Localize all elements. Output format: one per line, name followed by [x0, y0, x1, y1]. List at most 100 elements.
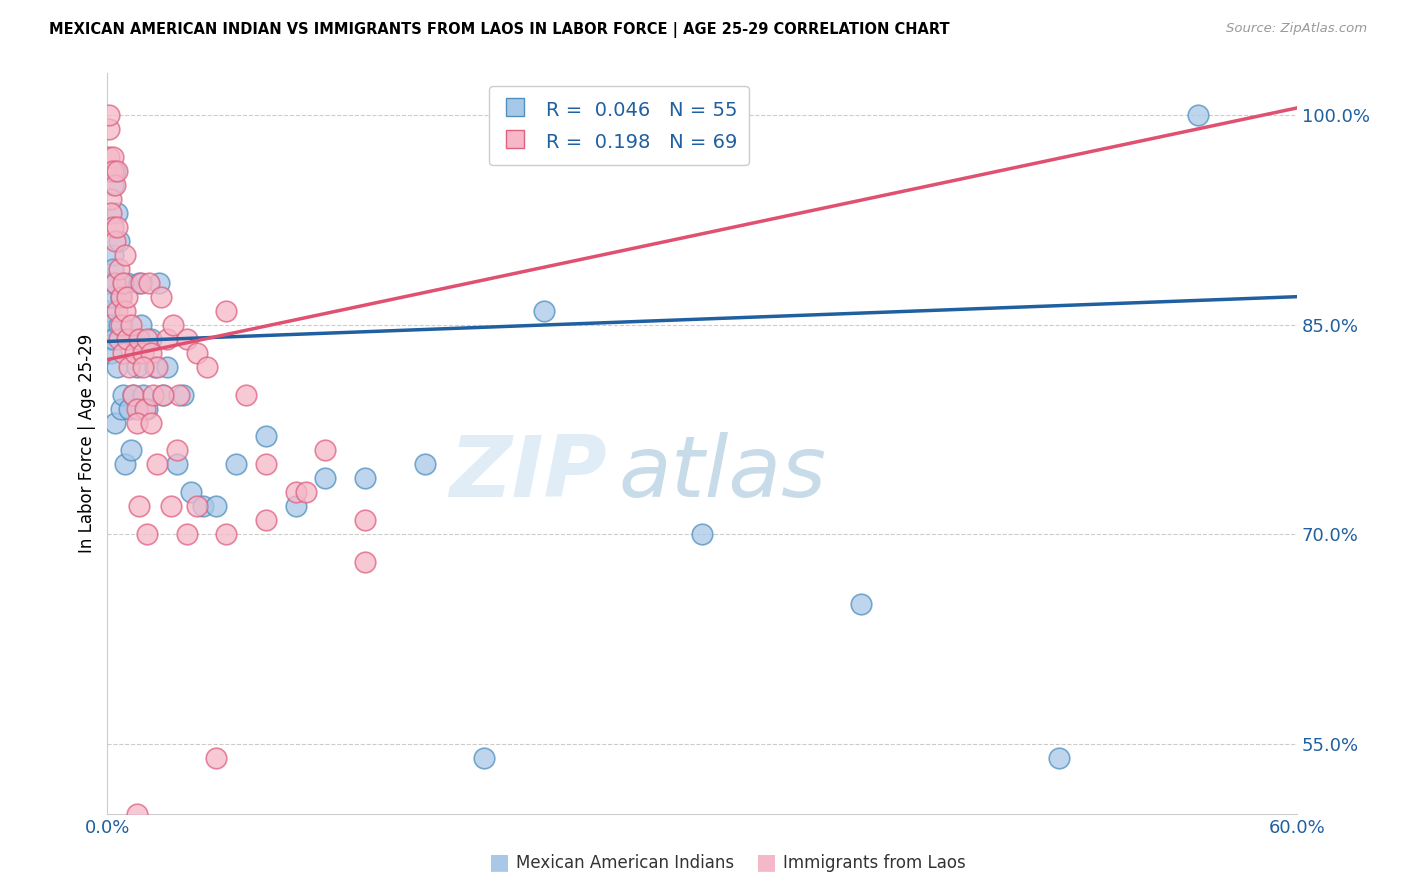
Point [167, 387, 190, 401]
Point [112, 276, 135, 290]
Point [108, 332, 131, 346]
Point [354, 555, 377, 569]
Point [205, 500, 228, 514]
Point [100, 345, 122, 359]
Text: Mexican American Indians: Mexican American Indians [516, 855, 734, 872]
Point [354, 471, 377, 485]
Point [254, 458, 277, 472]
Point [103, 178, 125, 192]
Point [132, 387, 155, 401]
Point [110, 318, 132, 332]
Point [136, 332, 159, 346]
Point [1187, 108, 1209, 122]
Point [104, 276, 127, 290]
Text: Immigrants from Laos: Immigrants from Laos [783, 855, 966, 872]
Point [100, 206, 122, 220]
Point [314, 471, 336, 485]
Point [124, 345, 146, 359]
Point [127, 401, 149, 416]
Point [112, 276, 135, 290]
Point [1047, 751, 1070, 765]
Point [160, 500, 183, 514]
Point [139, 416, 162, 430]
Point [110, 290, 132, 304]
Point [120, 318, 142, 332]
Point [103, 150, 125, 164]
Point [176, 527, 198, 541]
Point [215, 303, 238, 318]
Point [105, 164, 128, 178]
Point [118, 401, 141, 416]
Point [105, 206, 128, 220]
Point [103, 164, 125, 178]
Point [115, 332, 138, 346]
Point [254, 513, 277, 527]
Point [100, 318, 122, 332]
Point [104, 234, 127, 248]
Text: ZIP: ZIP [450, 432, 607, 515]
Text: ■: ■ [756, 853, 776, 872]
Point [139, 332, 162, 346]
Point [180, 485, 202, 500]
Point [103, 261, 125, 276]
Point [172, 387, 194, 401]
Point [132, 345, 155, 359]
Point [136, 527, 159, 541]
Point [104, 164, 127, 178]
Point [124, 332, 146, 346]
Point [98, 150, 121, 164]
Point [148, 276, 170, 290]
Point [472, 751, 495, 765]
Point [103, 248, 125, 262]
Point [254, 429, 277, 443]
Point [354, 513, 377, 527]
Point [152, 387, 174, 401]
Point [120, 443, 142, 458]
Point [98, 122, 121, 136]
Point [166, 458, 188, 472]
Point [122, 387, 145, 401]
Point [104, 178, 127, 192]
Point [156, 332, 179, 346]
Point [104, 416, 127, 430]
Point [98, 303, 121, 318]
Point [127, 359, 149, 374]
Point [129, 318, 152, 332]
Point [849, 597, 872, 611]
Y-axis label: In Labor Force | Age 25-29: In Labor Force | Age 25-29 [79, 334, 96, 553]
Point [136, 401, 159, 416]
Point [205, 751, 228, 765]
Point [100, 290, 122, 304]
Point [166, 443, 188, 458]
Point [156, 359, 179, 374]
Point [122, 387, 145, 401]
Point [284, 485, 307, 500]
Point [108, 318, 131, 332]
Point [105, 303, 128, 318]
Point [176, 332, 198, 346]
Text: Source: ZipAtlas.com: Source: ZipAtlas.com [1226, 22, 1367, 36]
Point [146, 458, 169, 472]
Point [413, 458, 436, 472]
Point [127, 807, 149, 822]
Point [108, 261, 131, 276]
Point [129, 276, 152, 290]
Point [98, 276, 121, 290]
Point [152, 387, 174, 401]
Point [115, 332, 138, 346]
Point [149, 290, 172, 304]
Text: MEXICAN AMERICAN INDIAN VS IMMIGRANTS FROM LAOS IN LABOR FORCE | AGE 25-29 CORRE: MEXICAN AMERICAN INDIAN VS IMMIGRANTS FR… [49, 22, 950, 38]
Point [225, 458, 247, 472]
Point [112, 345, 135, 359]
Point [186, 500, 208, 514]
Point [108, 234, 131, 248]
Point [142, 387, 165, 401]
Point [110, 401, 132, 416]
Point [134, 401, 156, 416]
Point [114, 303, 136, 318]
Point [314, 443, 336, 458]
Point [98, 108, 121, 122]
Point [143, 359, 166, 374]
Point [138, 276, 160, 290]
Point [128, 276, 150, 290]
